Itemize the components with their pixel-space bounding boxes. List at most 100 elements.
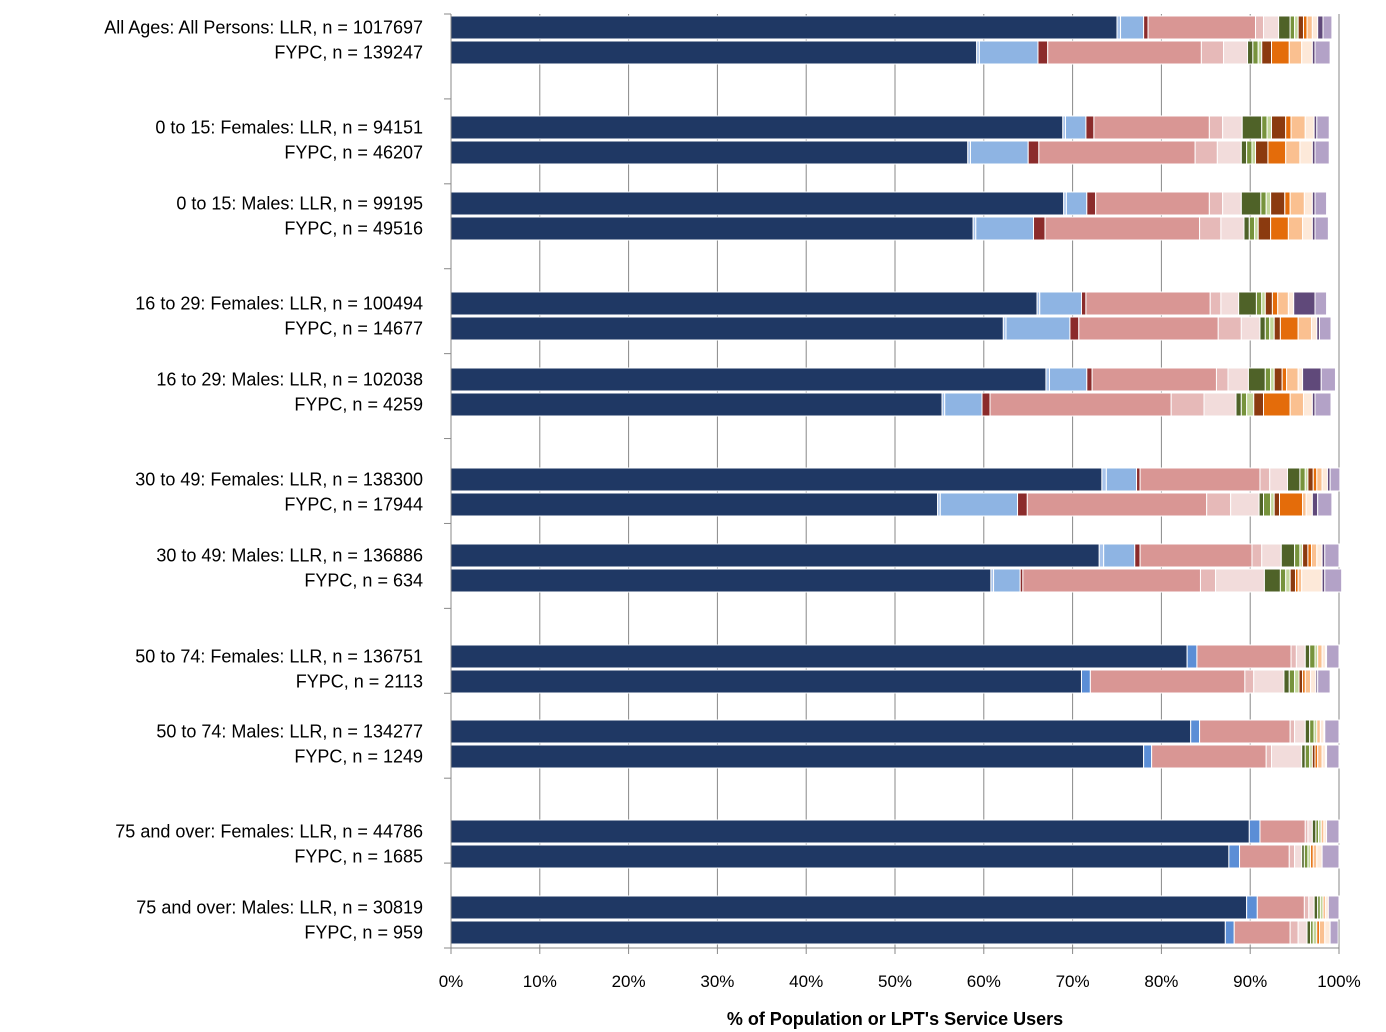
bar-segment [1240,191,1262,216]
bar-segment [1230,492,1260,517]
bar-segment [1199,568,1217,593]
bar-segment [1228,844,1241,869]
bar-segment [1306,15,1313,40]
bar-segment [1277,291,1289,316]
bar-segment [1316,115,1330,140]
bar-segment [1318,920,1326,945]
bar-segment [1316,467,1323,492]
bar-segment [969,140,1029,165]
bar-segment [1086,367,1093,392]
category-label: 30 to 49: Females: LLR, n = 138300 [135,470,423,490]
bar-segment [1317,492,1333,517]
category-label: FYPC, n = 4259 [294,395,423,415]
bar-segment [1314,40,1331,65]
bar-segment [1251,140,1257,165]
bar-segment [1199,216,1222,241]
bar-segment [1304,669,1312,694]
bar-segment [1324,543,1340,568]
bar-segment [1273,492,1281,517]
bar-stack [450,669,1331,694]
bar-segment [1305,492,1313,517]
bar-segment [1329,467,1341,492]
bar-segment [1321,744,1327,769]
bar-segment [1257,216,1272,241]
bar-segment [1329,920,1339,945]
bar-segment [1321,467,1328,492]
bar-segment [1307,467,1314,492]
bar-segment [1227,367,1249,392]
bar-segment [1301,568,1323,593]
bar-segment [1317,644,1323,669]
bar-segment [1264,316,1271,341]
bar-segment [1311,819,1317,844]
bar-segment [1316,719,1321,744]
category-label: FYPC, n = 17944 [284,495,423,515]
x-tick-label: 50% [878,972,912,991]
bar-segment [1248,819,1261,844]
x-tick-label: 0% [439,972,464,991]
bar-segment [1298,669,1304,694]
bar-segment [1297,367,1304,392]
bar-segment [1265,191,1272,216]
bar-segment [1326,819,1340,844]
bar-stack [450,819,1340,844]
category-label: FYPC, n = 139247 [274,43,423,63]
bar-segment [1256,895,1305,920]
x-tick-label: 10% [523,972,557,991]
bar-segment [1287,216,1304,241]
x-tick-label: 90% [1233,972,1267,991]
bar-segment [1240,316,1261,341]
bar-segment [1261,291,1266,316]
bar-segment [1324,568,1343,593]
bar-segment [1264,367,1272,392]
x-tick-label: 20% [612,972,646,991]
bar-segment [1261,543,1282,568]
bar-segment [1116,15,1122,40]
bar-segment [1290,115,1306,140]
bar-segment [1302,15,1308,40]
x-tick-label: 40% [789,972,823,991]
bar-segment [1085,115,1095,140]
bar-segment [1253,392,1265,417]
bar-segment [1312,920,1318,945]
bar-segment [1047,40,1202,65]
bar-segment [1170,392,1205,417]
bar-segment [1139,467,1261,492]
category-label: 16 to 29: Females: LLR, n = 100494 [135,294,423,314]
bar-segment [1216,140,1242,165]
bar-segment [1304,115,1315,140]
bar-segment [1303,844,1309,869]
bar-segment [1278,15,1291,40]
x-tick-label: 80% [1144,972,1178,991]
x-tick-label: 100% [1317,972,1360,991]
bar-segment [1139,543,1253,568]
bar-segment [1257,40,1263,65]
bar-segment [1143,15,1149,40]
bar-segment [1302,543,1309,568]
bar-segment [1287,291,1295,316]
x-tick-label: 70% [1056,972,1090,991]
bar-segment [1069,316,1080,341]
bar-segment [1309,719,1315,744]
bar-stack [450,140,1330,165]
bar-segment [1235,392,1242,417]
bar-stack [450,895,1340,920]
bar-segment [450,744,1145,769]
bar-segment [1039,291,1082,316]
bar-segment [1321,844,1340,869]
bar-segment [1103,543,1136,568]
bar-segment [1091,367,1217,392]
bar-segment [1105,467,1138,492]
bar-segment [1208,115,1224,140]
category-label: All Ages: All Persons: LLR, n = 1017697 [104,18,423,38]
bar-segment [1222,115,1243,140]
bar-segment [1317,744,1323,769]
bar-segment [1190,719,1201,744]
x-tick-label: 30% [700,972,734,991]
bar-segment [1308,895,1315,920]
bar-segment [1326,644,1340,669]
bar-segment [1297,15,1304,40]
bar-segment [1038,140,1196,165]
bar-segment [944,392,983,417]
bar-segment [1085,291,1211,316]
